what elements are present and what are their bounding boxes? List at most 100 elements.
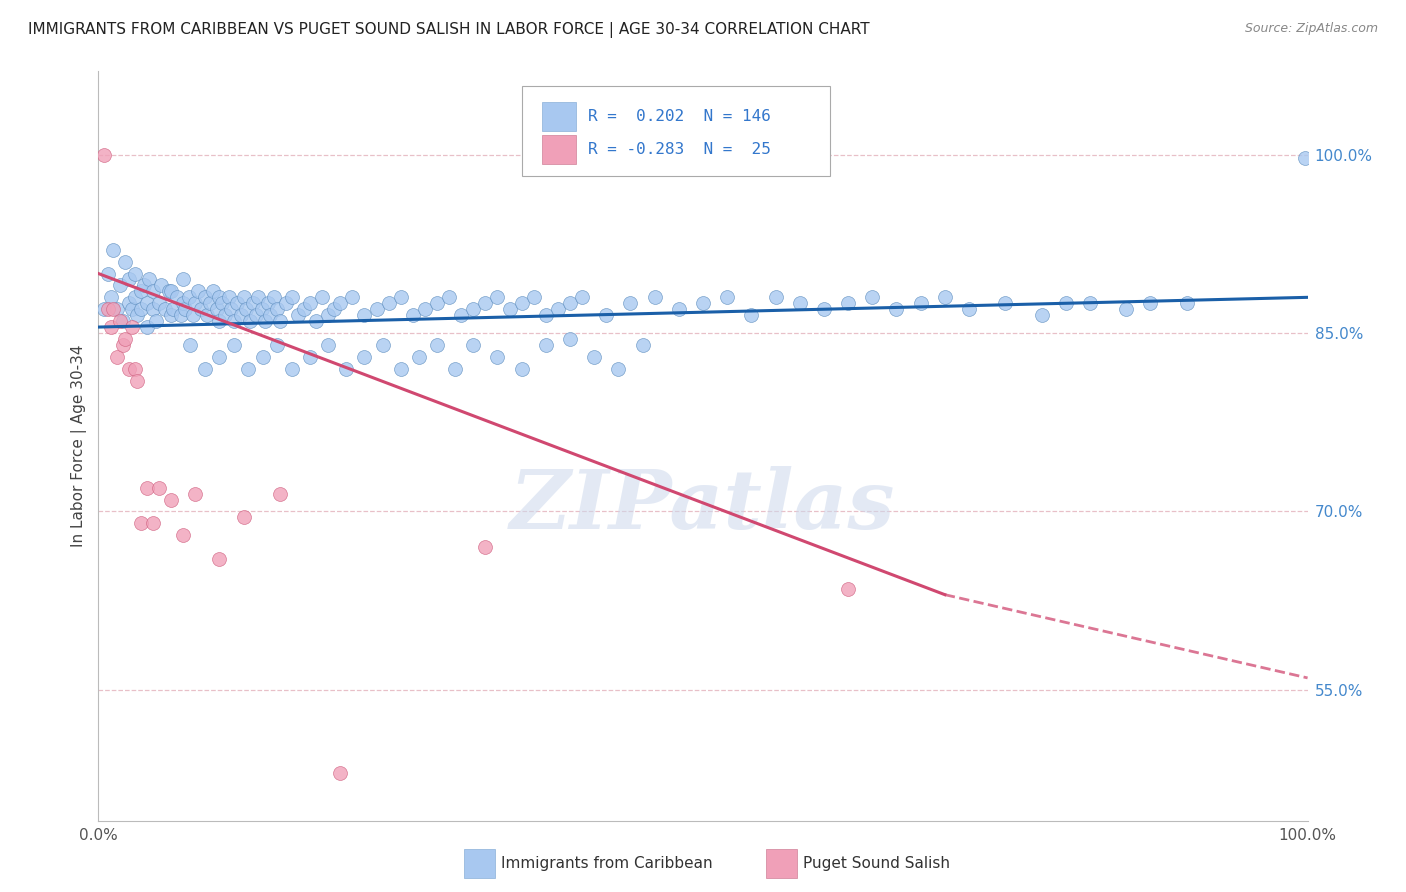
- Point: [187, 285, 209, 299]
- FancyBboxPatch shape: [543, 136, 576, 163]
- Point: [1078, 296, 1101, 310]
- Point: [329, 766, 352, 780]
- Point: [292, 302, 315, 317]
- Point: [281, 290, 304, 304]
- Point: [118, 272, 141, 286]
- Point: [160, 285, 183, 299]
- Point: [179, 338, 201, 352]
- Point: [97, 267, 120, 281]
- Point: [238, 361, 260, 376]
- Point: [108, 314, 131, 328]
- Point: [208, 552, 231, 566]
- Text: ZIPatlas: ZIPatlas: [510, 466, 896, 546]
- Point: [259, 308, 281, 322]
- Point: [994, 296, 1017, 310]
- Point: [221, 302, 243, 317]
- Point: [100, 320, 122, 334]
- Point: [558, 332, 581, 346]
- Point: [138, 272, 160, 286]
- Point: [135, 296, 157, 310]
- Point: [124, 290, 146, 304]
- Point: [247, 290, 270, 304]
- Point: [463, 302, 485, 317]
- Point: [105, 302, 128, 317]
- Point: [157, 285, 180, 299]
- Point: [121, 320, 143, 334]
- Point: [668, 302, 690, 317]
- Text: IMMIGRANTS FROM CARIBBEAN VS PUGET SOUND SALISH IN LABOR FORCE | AGE 30-34 CORRE: IMMIGRANTS FROM CARIBBEAN VS PUGET SOUND…: [28, 22, 870, 38]
- Point: [486, 290, 509, 304]
- Point: [101, 302, 124, 317]
- Point: [558, 296, 581, 310]
- Point: [160, 308, 183, 322]
- Point: [510, 361, 533, 376]
- Point: [208, 314, 231, 328]
- FancyBboxPatch shape: [543, 103, 576, 131]
- Point: [413, 302, 436, 317]
- Point: [311, 290, 333, 304]
- Text: R =  0.202  N = 146: R = 0.202 N = 146: [588, 109, 770, 124]
- Point: [145, 314, 167, 328]
- Point: [232, 290, 254, 304]
- Point: [342, 290, 364, 304]
- Point: [716, 290, 738, 304]
- Point: [1175, 296, 1198, 310]
- Point: [97, 302, 120, 317]
- Point: [226, 296, 249, 310]
- Point: [266, 302, 288, 317]
- Point: [389, 361, 412, 376]
- Point: [353, 350, 375, 364]
- Point: [256, 296, 278, 310]
- Point: [510, 296, 533, 310]
- Point: [323, 302, 346, 317]
- Point: [135, 320, 157, 334]
- Point: [202, 285, 225, 299]
- Point: [254, 314, 277, 328]
- Point: [148, 296, 170, 310]
- Point: [353, 308, 375, 322]
- Point: [232, 510, 254, 524]
- Point: [111, 338, 134, 352]
- Point: [142, 516, 165, 531]
- Point: [299, 296, 322, 310]
- Point: [644, 290, 666, 304]
- Point: [101, 243, 124, 257]
- Point: [105, 350, 128, 364]
- Point: [127, 308, 149, 322]
- Y-axis label: In Labor Force | Age 30-34: In Labor Force | Age 30-34: [72, 344, 87, 548]
- Point: [222, 338, 245, 352]
- Point: [162, 302, 184, 317]
- Point: [198, 296, 221, 310]
- Point: [153, 302, 176, 317]
- Point: [463, 338, 485, 352]
- Point: [837, 582, 859, 596]
- Point: [142, 285, 165, 299]
- Point: [335, 361, 357, 376]
- Point: [789, 296, 811, 310]
- Point: [127, 374, 149, 388]
- Point: [274, 296, 297, 310]
- Text: R = -0.283  N =  25: R = -0.283 N = 25: [588, 142, 770, 157]
- Point: [1115, 302, 1137, 317]
- Point: [266, 338, 288, 352]
- Point: [195, 308, 218, 322]
- Point: [160, 492, 183, 507]
- Point: [571, 290, 593, 304]
- Point: [111, 314, 134, 328]
- Point: [583, 350, 606, 364]
- Point: [172, 272, 194, 286]
- Point: [148, 481, 170, 495]
- Point: [245, 308, 267, 322]
- Point: [619, 296, 641, 310]
- Point: [93, 302, 115, 317]
- Point: [269, 314, 291, 328]
- Point: [205, 302, 228, 317]
- Point: [886, 302, 908, 317]
- Point: [408, 350, 430, 364]
- Point: [114, 254, 136, 268]
- Point: [444, 361, 467, 376]
- Point: [108, 278, 131, 293]
- Point: [194, 290, 217, 304]
- Point: [250, 302, 273, 317]
- Point: [547, 302, 569, 317]
